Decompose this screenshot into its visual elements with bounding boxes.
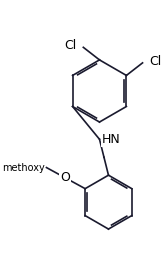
Text: O: O xyxy=(60,171,70,184)
Text: HN: HN xyxy=(102,133,121,146)
Text: methoxy: methoxy xyxy=(2,163,45,173)
Text: Cl: Cl xyxy=(65,39,77,52)
Text: Cl: Cl xyxy=(149,54,161,67)
